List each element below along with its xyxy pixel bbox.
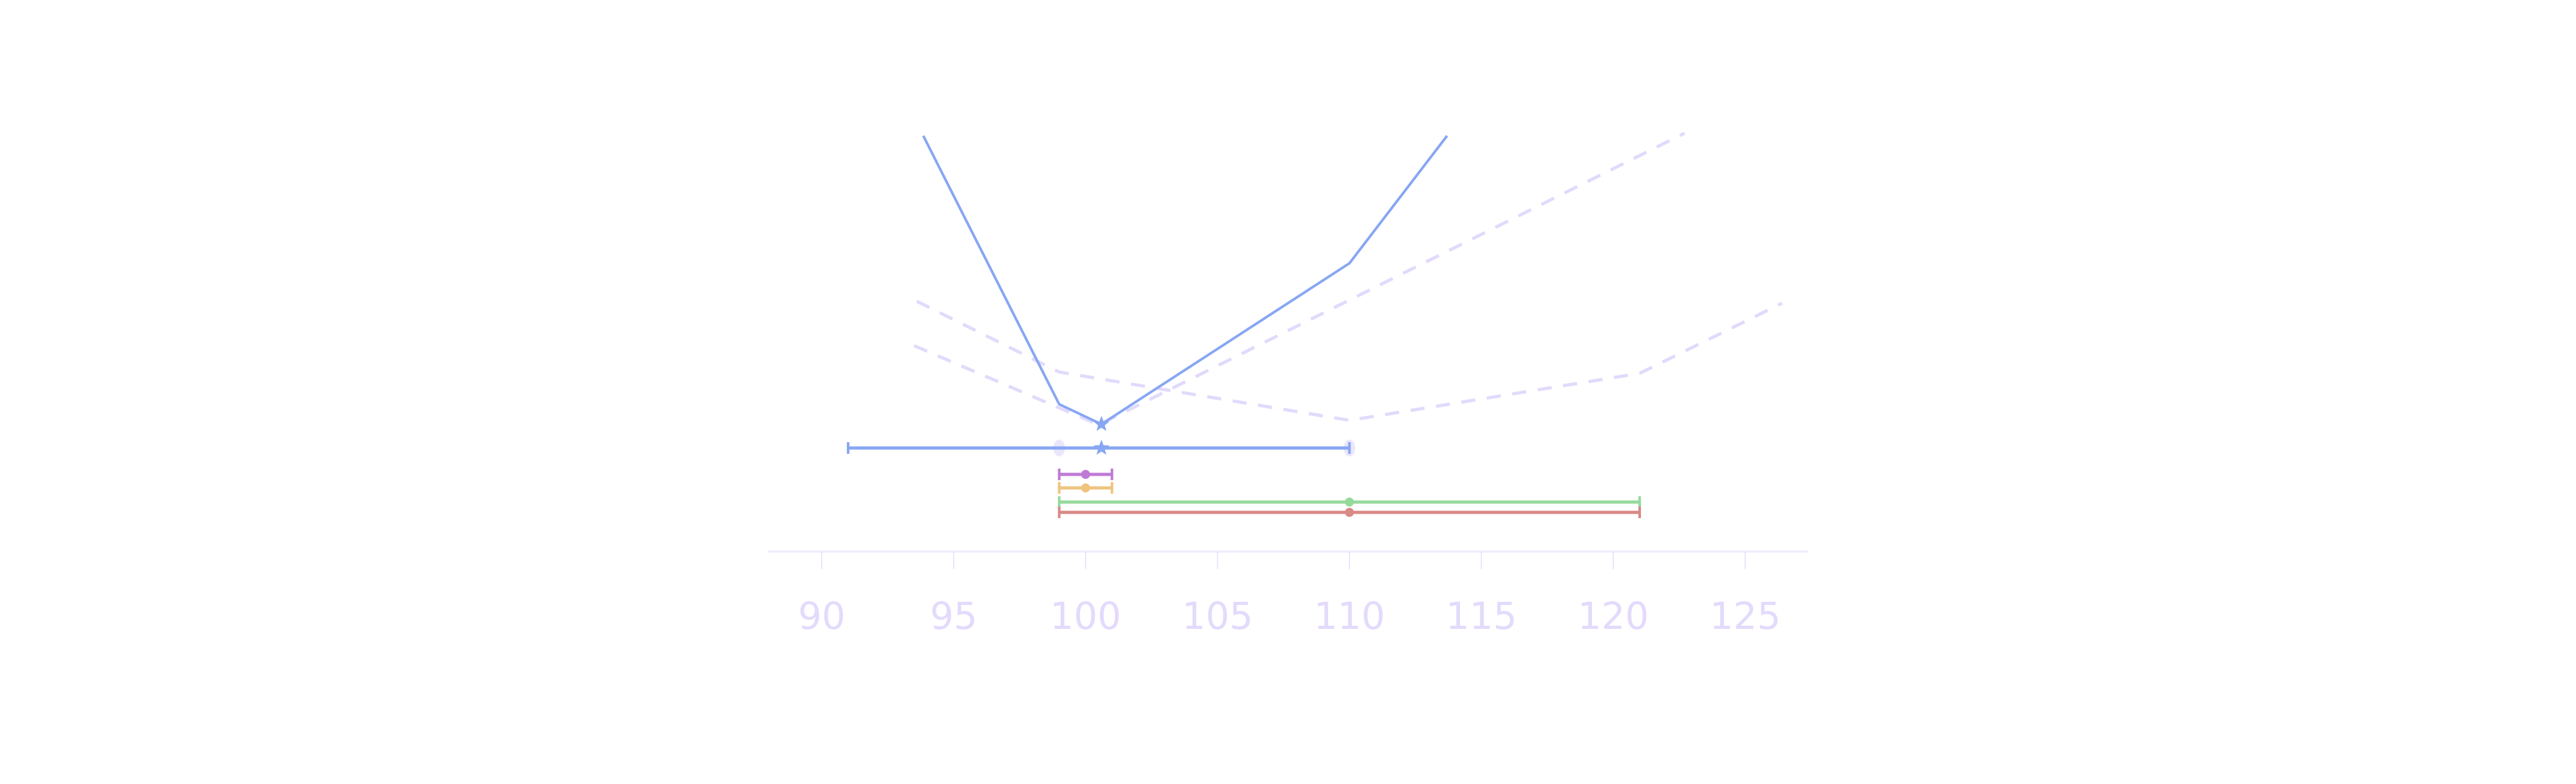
interval-green [1057, 496, 1642, 508]
x-tick-label: 95 [930, 594, 978, 638]
interval-purple [1057, 469, 1113, 480]
x-tick-label: 105 [1182, 594, 1253, 638]
x-axis-ticks: 90 95 100 105 110 115 120 125 [798, 552, 1781, 638]
interval-blue [846, 440, 1356, 456]
star-marker-icon [1093, 416, 1110, 431]
estimate-dot [1345, 508, 1354, 517]
x-tick-label: 100 [1050, 594, 1121, 638]
interval-red [1057, 507, 1642, 518]
interval-orange [1057, 482, 1113, 494]
x-tick-label: 120 [1578, 594, 1649, 638]
interval-bars [846, 440, 1642, 518]
profile-dashed-2-line [913, 131, 1685, 427]
x-axis: 90 95 100 105 110 115 120 125 [768, 550, 1808, 638]
estimate-dot [1081, 483, 1090, 492]
x-tick-label: 90 [798, 594, 846, 638]
x-tick-label: 110 [1314, 594, 1385, 638]
profile-dashed-1-line [916, 299, 1783, 422]
estimate-dot [1081, 470, 1090, 479]
x-tick-label: 115 [1446, 594, 1517, 638]
estimate-dot [1345, 498, 1354, 507]
profile-lines [913, 131, 1783, 431]
profile-solid-line [922, 135, 1448, 425]
x-tick-label: 125 [1710, 594, 1781, 638]
star-marker-icon [1093, 440, 1110, 455]
